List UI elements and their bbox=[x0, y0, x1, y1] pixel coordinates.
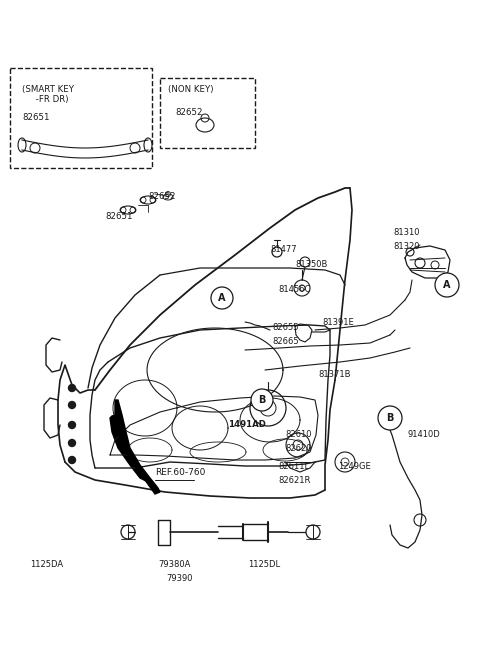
Text: 82620: 82620 bbox=[285, 444, 312, 453]
Polygon shape bbox=[110, 415, 150, 482]
Text: 82651: 82651 bbox=[105, 212, 132, 221]
Text: 79390: 79390 bbox=[166, 574, 192, 583]
Text: A: A bbox=[443, 280, 451, 290]
Text: 81371B: 81371B bbox=[318, 370, 350, 379]
Text: 1249GE: 1249GE bbox=[338, 462, 371, 471]
Text: 81350B: 81350B bbox=[295, 260, 327, 269]
Text: 82655: 82655 bbox=[272, 323, 299, 332]
Circle shape bbox=[251, 389, 273, 411]
Text: REF.60-760: REF.60-760 bbox=[155, 468, 205, 477]
Text: 82652: 82652 bbox=[175, 108, 203, 117]
Circle shape bbox=[378, 406, 402, 430]
Text: 81391E: 81391E bbox=[322, 318, 354, 327]
Text: 1491AD: 1491AD bbox=[228, 420, 266, 429]
Text: 82652: 82652 bbox=[148, 192, 176, 201]
Circle shape bbox=[69, 422, 75, 428]
Polygon shape bbox=[115, 400, 160, 494]
Text: 1125DA: 1125DA bbox=[30, 560, 63, 569]
Circle shape bbox=[435, 273, 459, 297]
Text: 81310: 81310 bbox=[393, 228, 420, 237]
Text: (SMART KEY
     -FR DR): (SMART KEY -FR DR) bbox=[22, 85, 74, 104]
FancyBboxPatch shape bbox=[160, 78, 255, 148]
Text: 82611L: 82611L bbox=[278, 462, 309, 471]
Text: B: B bbox=[386, 413, 394, 423]
Circle shape bbox=[69, 457, 75, 464]
Text: 81320: 81320 bbox=[393, 242, 420, 251]
Text: 79380A: 79380A bbox=[158, 560, 191, 569]
Text: 82665: 82665 bbox=[272, 337, 299, 346]
Text: A: A bbox=[218, 293, 226, 303]
Circle shape bbox=[69, 384, 75, 392]
Text: 82651: 82651 bbox=[22, 113, 49, 122]
Text: 82610: 82610 bbox=[285, 430, 312, 439]
Circle shape bbox=[211, 287, 233, 309]
Text: 81456C: 81456C bbox=[278, 285, 311, 294]
Text: 1125DL: 1125DL bbox=[248, 560, 280, 569]
Text: 91410D: 91410D bbox=[408, 430, 441, 439]
Text: B: B bbox=[258, 395, 266, 405]
Circle shape bbox=[69, 440, 75, 447]
FancyBboxPatch shape bbox=[10, 68, 152, 168]
Text: 81477: 81477 bbox=[270, 245, 297, 254]
Circle shape bbox=[69, 401, 75, 409]
Text: 82621R: 82621R bbox=[278, 476, 311, 485]
Text: (NON KEY): (NON KEY) bbox=[168, 85, 214, 94]
